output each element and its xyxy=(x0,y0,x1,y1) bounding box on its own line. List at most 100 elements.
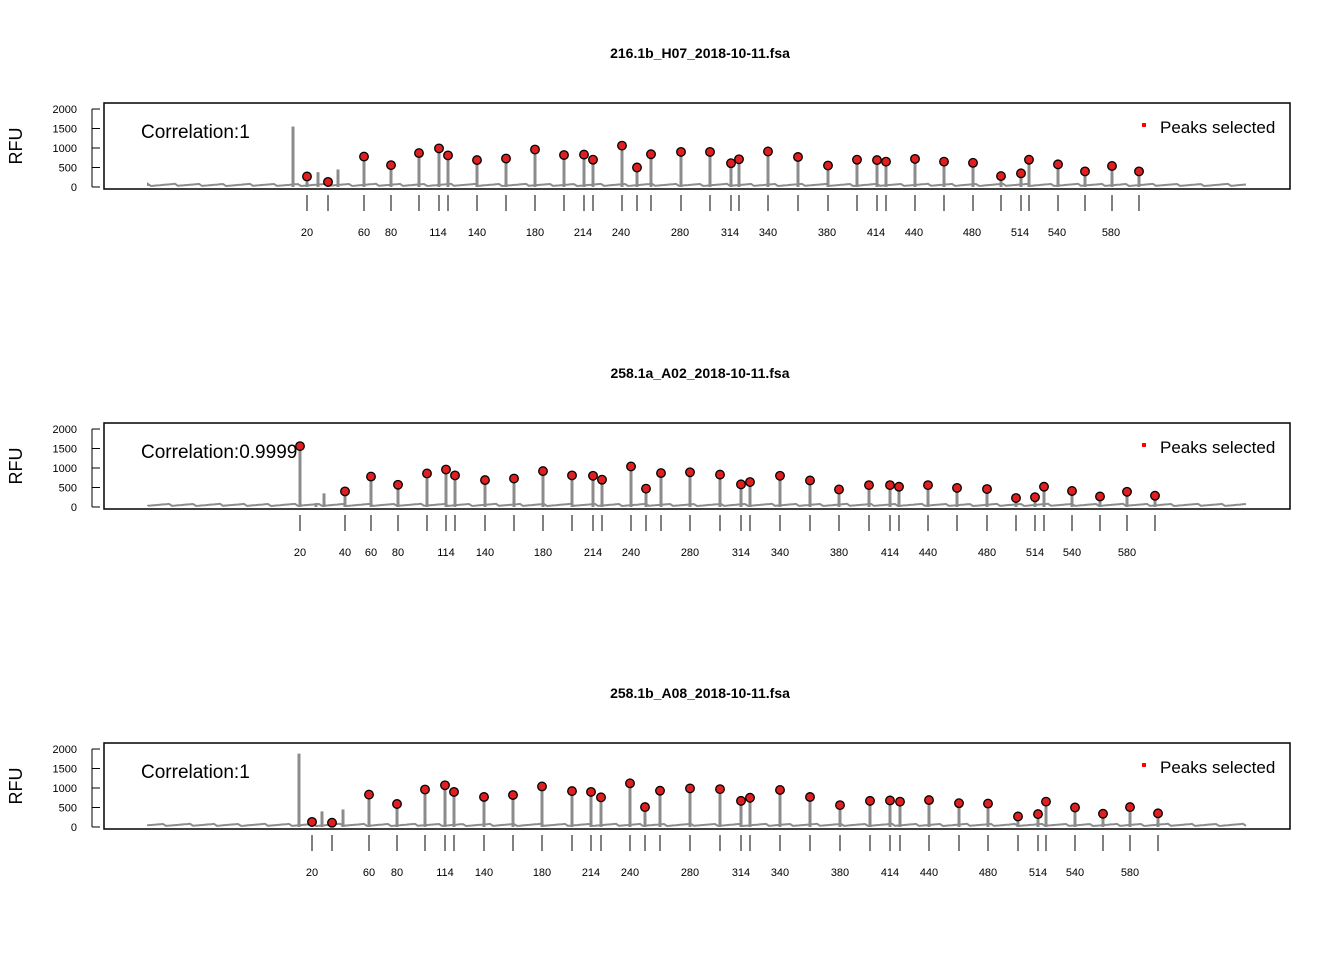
selected-peak-marker xyxy=(745,792,755,803)
selected-peak-marker xyxy=(894,481,904,492)
y-tick-label: 1000 xyxy=(53,463,77,475)
selected-peak-marker xyxy=(1153,808,1163,819)
selected-peak-marker xyxy=(440,780,450,791)
ladder-label: 80 xyxy=(391,867,403,879)
ladder-label: 60 xyxy=(358,227,370,239)
plot-frame xyxy=(103,742,1291,830)
ladder-label: 114 xyxy=(437,547,455,559)
selected-peak-marker xyxy=(1080,166,1090,177)
selected-peak-marker xyxy=(295,441,305,452)
ladder-label: 40 xyxy=(339,547,351,559)
selected-peak-marker xyxy=(364,789,374,800)
selected-peak-marker xyxy=(676,146,686,157)
ladder-label: 440 xyxy=(919,547,937,559)
selected-peak-marker xyxy=(443,150,453,161)
selected-peak-marker xyxy=(508,790,518,800)
selected-peak-marker xyxy=(1053,159,1063,170)
selected-peak-marker xyxy=(414,148,424,159)
baseline-trace xyxy=(147,502,1247,508)
selected-peak-marker xyxy=(449,786,459,797)
selected-peak-marker xyxy=(656,468,666,479)
panel-3: 258.1b_A08_2018-10-11.fsa RFU 0 500 1000 1500… xyxy=(6,685,1291,879)
selected-peak-marker xyxy=(509,473,519,484)
ladder-label: 314 xyxy=(732,867,750,879)
ladder-label: 280 xyxy=(671,227,689,239)
y-axis-label: RFU xyxy=(6,448,26,485)
ladder-label: 180 xyxy=(534,547,552,559)
ladder-label: 140 xyxy=(468,227,486,239)
selected-peak-marker xyxy=(596,792,606,803)
selected-peak-marker xyxy=(450,470,460,481)
selected-peak-marker xyxy=(923,480,933,491)
ladder-label: 414 xyxy=(881,547,899,559)
y-tick-label: 500 xyxy=(59,163,77,175)
selected-peak-marker xyxy=(392,799,402,809)
selected-peak-marker xyxy=(646,149,656,160)
selected-peak-marker xyxy=(763,146,773,157)
selected-peak-marker xyxy=(885,480,895,491)
selected-peak-marker xyxy=(805,792,815,802)
baseline-trace xyxy=(147,182,1247,188)
ladder-label: 540 xyxy=(1066,867,1084,879)
y-tick-label: 1500 xyxy=(53,124,77,136)
selected-peak-marker xyxy=(1024,154,1034,165)
selected-peak-marker xyxy=(641,483,651,494)
selected-peak-marker xyxy=(805,475,815,486)
selected-peak-marker xyxy=(745,477,755,487)
selected-peak-marker xyxy=(501,153,511,164)
selected-peak-marker xyxy=(537,781,547,792)
y-tick-label: 1000 xyxy=(53,143,77,155)
selected-peak-marker xyxy=(1016,168,1026,179)
selected-peak-marker xyxy=(1125,802,1135,813)
ladder-label: 380 xyxy=(831,867,849,879)
selected-peak-marker xyxy=(983,798,993,809)
y-tick-label: 1500 xyxy=(53,764,77,776)
ladder-label: 340 xyxy=(771,867,789,879)
legend-marker xyxy=(1142,123,1146,127)
selected-peak-marker xyxy=(479,792,489,802)
panel-title: 258.1b_A08_2018-10-11.fsa xyxy=(610,685,790,701)
ladder-label: 214 xyxy=(584,547,602,559)
ladder-label: 114 xyxy=(436,867,454,879)
legend-label: Peaks selected xyxy=(1160,118,1275,137)
selected-peak-marker xyxy=(588,154,598,165)
ladder-label: 20 xyxy=(306,867,318,879)
y-axis-label: RFU xyxy=(6,128,26,165)
ladder-label: 580 xyxy=(1118,547,1136,559)
ladder-label: 20 xyxy=(301,227,313,239)
selected-peak-marker xyxy=(864,480,874,491)
selected-peak-marker xyxy=(736,479,746,490)
selected-peak-marker xyxy=(1134,166,1144,177)
selected-peak-marker xyxy=(530,144,540,155)
selected-peak-marker xyxy=(1041,796,1051,807)
selected-peak-marker xyxy=(852,154,862,165)
ladder-label: 380 xyxy=(830,547,848,559)
selected-peak-marker xyxy=(655,785,665,796)
ladder-label: 514 xyxy=(1011,227,1029,239)
ladder-label: 60 xyxy=(365,547,377,559)
panel-title: 258.1a_A02_2018-10-11.fsa xyxy=(610,365,789,381)
selected-peak-marker xyxy=(1039,481,1049,492)
ladder-label: 114 xyxy=(429,227,447,239)
selected-peak-marker xyxy=(736,795,746,806)
selected-peak-marker xyxy=(393,479,403,490)
y-tick-label: 0 xyxy=(71,182,77,194)
ladder-label: 240 xyxy=(621,867,639,879)
selected-peak-marker xyxy=(726,158,736,169)
selected-peak-marker xyxy=(939,156,949,167)
selected-peak-marker xyxy=(1070,802,1080,813)
selected-peak-marker xyxy=(617,140,627,151)
selected-peak-marker xyxy=(1013,811,1023,822)
ladder-label: 214 xyxy=(582,867,600,879)
selected-peak-marker xyxy=(881,156,891,167)
selected-peak-marker xyxy=(472,155,482,166)
panel-title: 216.1b_H07_2018-10-11.fsa xyxy=(610,45,790,61)
ladder-label: 480 xyxy=(978,547,996,559)
ladder-label: 440 xyxy=(920,867,938,879)
panel-2: 258.1a_A02_2018-10-11.fsa RFU 0 500 1000 1500… xyxy=(6,365,1291,559)
y-tick-label: 2000 xyxy=(53,104,77,116)
selected-peak-marker xyxy=(567,786,577,797)
selected-peak-marker xyxy=(559,150,569,160)
selected-peak-marker xyxy=(775,470,785,481)
ladder-label: 340 xyxy=(759,227,777,239)
